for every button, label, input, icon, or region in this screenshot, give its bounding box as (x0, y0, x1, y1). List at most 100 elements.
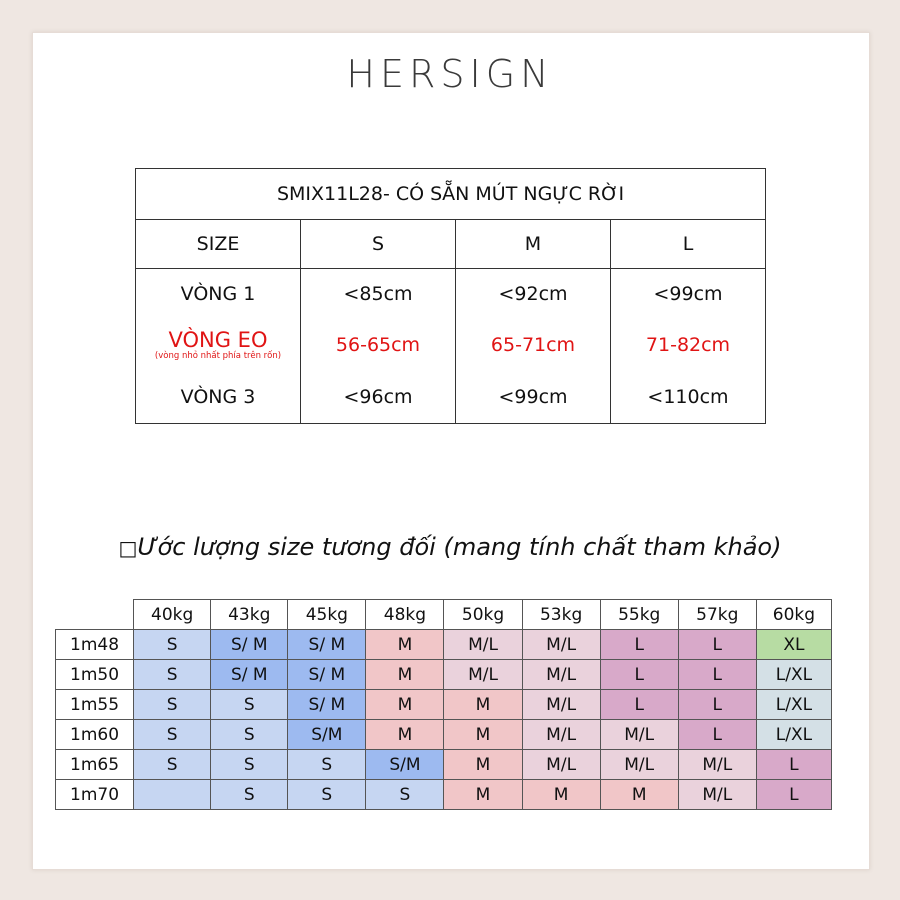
size-header-s: S (300, 219, 456, 269)
corner-cell (55, 599, 135, 630)
size-cell: S/ M (210, 629, 289, 660)
weight-header: 50kg (443, 599, 523, 630)
vong3-m: <99cm (455, 371, 611, 424)
size-cell: M/L (521, 749, 601, 780)
size-cell: L/XL (755, 659, 833, 690)
weight-header: 48kg (365, 599, 445, 630)
size-cell: S/ M (210, 659, 289, 690)
vong1-m: <92cm (455, 268, 611, 319)
size-cell: M (599, 779, 679, 810)
size-cell: M/L (443, 659, 523, 690)
product-title: SMIX11L28- CÓ SẴN MÚT NGỰC RỜI (135, 168, 766, 220)
size-cell: S (133, 629, 212, 660)
size-cell: L (755, 779, 833, 810)
size-cell: L/XL (755, 719, 833, 750)
size-cell: M/L (443, 629, 523, 660)
size-cell: M/L (521, 629, 601, 660)
size-cell: M/L (521, 719, 601, 750)
estimate-title: □Ước lượng size tương đối (mang tính chấ… (0, 533, 900, 561)
size-cell: M/L (521, 659, 601, 690)
vong1-s: <85cm (300, 268, 456, 319)
size-cell: M/L (677, 749, 757, 780)
size-cell: L/XL (755, 689, 833, 720)
weight-header: 60kg (755, 599, 833, 630)
estimate-table: 40kg 43kg 45kg 48kg 50kg 53kg 55kg 57kg 60kg 1m48… (54, 599, 833, 810)
size-cell: S/ M (287, 659, 367, 690)
size-cell: M (365, 629, 445, 660)
vong-eo-s: 56-65cm (300, 319, 456, 371)
size-cell: L (677, 629, 757, 660)
weight-header: 45kg (287, 599, 367, 630)
row-label-vong1: VÒNG 1 (135, 268, 301, 319)
size-cell: S (210, 779, 289, 810)
size-cell: L (677, 689, 757, 720)
row-label-vong3: VÒNG 3 (135, 371, 301, 424)
size-cell: L (599, 689, 679, 720)
vong-eo-l: 71-82cm (610, 319, 766, 371)
vong-eo-label: VÒNG EO (168, 328, 268, 352)
size-cell: M (365, 659, 445, 690)
table-row: 1m55 S S S/ M M M M/L L L L/XL (54, 689, 833, 720)
size-cell: M (365, 689, 445, 720)
size-cell: L (599, 629, 679, 660)
height-header: 1m48 (54, 629, 135, 660)
size-cell: L (677, 719, 757, 750)
weight-header: 55kg (599, 599, 679, 630)
height-header: 1m55 (54, 689, 135, 720)
size-cell: S/M (365, 749, 445, 780)
brand-logo: HERSIGN (346, 52, 554, 96)
size-table: SMIX11L28- CÓ SẴN MÚT NGỰC RỜI SIZE S M … (135, 168, 766, 424)
size-cell: M/L (599, 719, 679, 750)
size-cell (133, 779, 212, 810)
size-cell: S (287, 779, 367, 810)
size-cell: M (443, 749, 523, 780)
table-row: 1m48 S S/ M S/ M M M/L M/L L L XL (54, 629, 833, 660)
size-cell: S (210, 689, 289, 720)
size-cell: M/L (521, 689, 601, 720)
size-cell: L (599, 659, 679, 690)
size-cell: L (755, 749, 833, 780)
height-header: 1m50 (54, 659, 135, 690)
size-cell: S (210, 719, 289, 750)
height-header: 1m60 (54, 719, 135, 750)
vong-eo-note: (vòng nhỏ nhất phía trên rốn) (154, 351, 282, 361)
size-header-m: M (455, 219, 611, 269)
table-row: 1m65 S S S S/M M M/L M/L M/L L (54, 749, 833, 780)
size-cell: M (365, 719, 445, 750)
size-cell: S (133, 749, 212, 780)
size-cell: L (677, 659, 757, 690)
row-label-vong-eo: VÒNG EO (vòng nhỏ nhất phía trên rốn) (135, 319, 301, 371)
size-cell: S/M (287, 719, 367, 750)
size-header-label: SIZE (135, 219, 301, 269)
size-header-l: L (610, 219, 766, 269)
size-cell: S/ M (287, 689, 367, 720)
weight-header: 57kg (677, 599, 757, 630)
vong-eo-m: 65-71cm (455, 319, 611, 371)
weight-header: 40kg (133, 599, 212, 630)
estimate-header-row: 40kg 43kg 45kg 48kg 50kg 53kg 55kg 57kg 60kg (55, 599, 833, 630)
weight-header: 53kg (521, 599, 601, 630)
size-cell: XL (755, 629, 833, 660)
size-cell: M (443, 719, 523, 750)
size-cell: S (210, 749, 289, 780)
size-cell: M/L (677, 779, 757, 810)
table-row: 1m60 S S S/M M M M/L M/L L L/XL (54, 719, 833, 750)
vong3-s: <96cm (300, 371, 456, 424)
size-cell: S (133, 689, 212, 720)
vong1-l: <99cm (610, 268, 766, 319)
size-cell: M/L (599, 749, 679, 780)
size-cell: S (133, 659, 212, 690)
size-cell: M (443, 689, 523, 720)
weight-header: 43kg (210, 599, 289, 630)
height-header: 1m65 (54, 749, 135, 780)
size-cell: M (521, 779, 601, 810)
checkbox-glyph: □ (118, 536, 138, 560)
size-cell: S (287, 749, 367, 780)
table-row: 1m50 S S/ M S/ M M M/L M/L L L L/XL (54, 659, 833, 690)
vong3-l: <110cm (610, 371, 766, 424)
size-cell: M (443, 779, 523, 810)
size-cell: S (365, 779, 445, 810)
table-row: 1m70 S S S M M M M/L L (54, 779, 833, 810)
size-cell: S/ M (287, 629, 367, 660)
estimate-title-text: Ước lượng size tương đối (mang tính chất… (137, 533, 782, 561)
